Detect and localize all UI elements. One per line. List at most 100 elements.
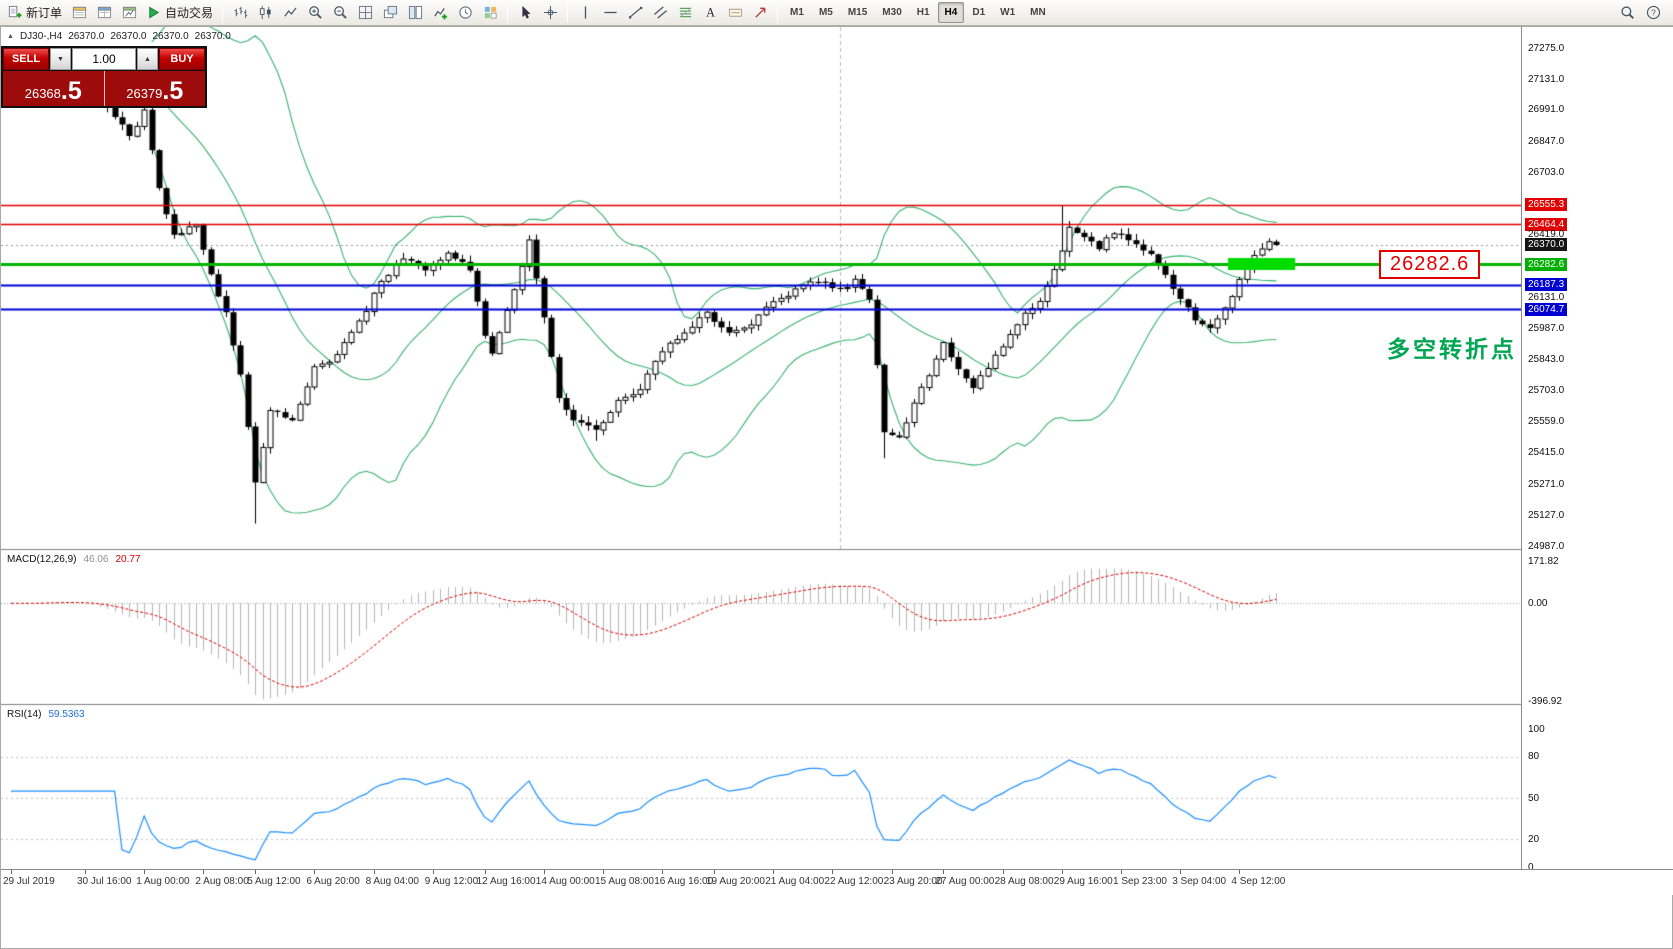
- timeframe-h1-button[interactable]: H1: [916, 7, 930, 18]
- horizontal-line-button[interactable]: [598, 2, 622, 24]
- time-axis-label: 12 Aug 16:00: [476, 876, 536, 887]
- chart-window: ▲ DJ30-,H4 26370.0 26370.0 26370.0 26370…: [0, 26, 1673, 949]
- help-button[interactable]: ?: [1641, 1, 1665, 23]
- sell-price: 26368 .5: [3, 71, 104, 106]
- new-order-label: 新订单: [26, 6, 63, 20]
- navigator-icon: [122, 5, 137, 20]
- periods-button[interactable]: [453, 2, 477, 24]
- volume-up-button[interactable]: ▲: [137, 48, 158, 70]
- price-axis-label: 25987.0: [1528, 322, 1565, 334]
- cascade-windows-button[interactable]: [378, 2, 402, 24]
- bar-chart-button[interactable]: [228, 2, 252, 24]
- buy-price: 26379 .5: [105, 71, 206, 106]
- line-icon: [283, 5, 298, 20]
- timeframe-w1-button[interactable]: W1: [1000, 7, 1016, 18]
- chart-canvas[interactable]: [1, 27, 1521, 869]
- time-axis-tick: [891, 870, 893, 874]
- autotrading-button[interactable]: 自动交易: [142, 2, 217, 24]
- autotrading-label: 自动交易: [165, 6, 214, 20]
- crosshair-button[interactable]: [538, 2, 562, 24]
- price-axis-label: 25843.0: [1528, 354, 1565, 366]
- macd-axis-label: -396.92: [1528, 695, 1562, 707]
- timeframe-d1-button[interactable]: D1: [972, 7, 986, 18]
- volume-input[interactable]: [72, 48, 136, 70]
- price-axis[interactable]: 27275.0 27131.0 26991.0 26847.0 26703.0 26555…: [1521, 27, 1673, 895]
- time-axis-label: 8 Aug 04:00: [365, 876, 419, 887]
- market-watch-button[interactable]: [67, 2, 91, 24]
- timeframe-m15-button[interactable]: M15: [847, 7, 868, 18]
- vertical-line-button[interactable]: [573, 2, 597, 24]
- price-axis-label: 26131.0: [1528, 291, 1565, 303]
- toolbar: 新订单 自动交易 A M1 M5 M15 M30 H1 H4 D1 W1 MN?: [0, 0, 1673, 26]
- quote-bar: ▲ DJ30-,H4 26370.0 26370.0 26370.0 26370…: [7, 31, 231, 43]
- cursor-button[interactable]: [513, 2, 537, 24]
- time-axis-label: 21 Aug 04:00: [765, 876, 825, 887]
- arrow-draw-icon: [753, 5, 768, 20]
- buy-button[interactable]: BUY: [159, 48, 205, 70]
- timeframe-h4-button[interactable]: H4: [937, 2, 965, 23]
- time-axis-label: 29 Jul 2019: [3, 876, 55, 887]
- cascade-icon: [383, 5, 398, 20]
- arrange-vertically-button[interactable]: [403, 2, 427, 24]
- templates-button[interactable]: [478, 2, 502, 24]
- tile-windows-button[interactable]: [353, 2, 377, 24]
- sell-price-main: 26368: [24, 86, 61, 101]
- indicators-button[interactable]: [428, 2, 452, 24]
- price-axis-label: 25703.0: [1528, 384, 1565, 396]
- candlestick-chart-button[interactable]: [253, 2, 277, 24]
- fibonacci-button[interactable]: [673, 2, 697, 24]
- search-button[interactable]: [1615, 1, 1639, 23]
- rsi-axis-label: 100: [1528, 723, 1545, 735]
- time-axis-label: 2 Aug 08:00: [195, 876, 249, 887]
- sell-button[interactable]: SELL: [3, 48, 49, 70]
- new-order-button[interactable]: 新订单: [3, 2, 66, 24]
- time-axis-label: 6 Aug 20:00: [306, 876, 360, 887]
- crosshair-icon: [543, 5, 558, 20]
- trendline-button[interactable]: [623, 2, 647, 24]
- hline-icon: [603, 5, 618, 20]
- chevron-down-icon: ▼: [57, 55, 64, 63]
- text-button[interactable]: A: [698, 2, 722, 24]
- price-axis-label: 26187.3: [1525, 278, 1568, 292]
- time-axis-tick: [484, 870, 486, 874]
- time-axis-label: 19 Aug 20:00: [706, 876, 765, 887]
- time-axis-tick: [255, 870, 257, 874]
- time-axis-label: 4 Sep 12:00: [1231, 876, 1286, 887]
- equidistant-channel-button[interactable]: [648, 2, 672, 24]
- timeframe-mn-button[interactable]: MN: [1030, 7, 1046, 18]
- time-axis-tick: [603, 870, 604, 874]
- time-axis-label: 30 Jul 16:00: [77, 876, 132, 887]
- macd-indicator-label: MACD(12,26,9) 46.06 20.77: [7, 554, 141, 565]
- autotrade-icon: [146, 5, 161, 20]
- zoom-out-button[interactable]: [328, 2, 352, 24]
- macd-axis-label: 171.82: [1528, 555, 1559, 567]
- buy-price-main: 26379: [126, 86, 163, 101]
- time-axis-label: 16 Aug 16:00: [654, 876, 714, 887]
- time-axis-label: 23 Aug 20:00: [883, 876, 943, 887]
- navigator-button[interactable]: [117, 2, 141, 24]
- price-axis-label: 26464.4: [1525, 217, 1568, 231]
- ohlc-high: 26370.0: [110, 31, 147, 42]
- line-chart-button[interactable]: [278, 2, 302, 24]
- time-axis-tick: [1061, 870, 1063, 874]
- fibo-icon: [678, 5, 693, 20]
- time-axis-label: 27 Aug 00:00: [935, 876, 995, 887]
- price-axis-label: 26419.0: [1528, 228, 1565, 240]
- volume-down-button[interactable]: ▼: [50, 48, 71, 70]
- time-axis-tick: [432, 870, 434, 874]
- price-axis-label: 26991.0: [1528, 104, 1565, 116]
- grid-icon: [358, 5, 373, 20]
- time-axis[interactable]: 29 Jul 2019 30 Jul 16:00 1 Aug 00:00 2 Aug …: [1, 869, 1673, 895]
- time-axis-label: 9 Aug 12:00: [424, 876, 479, 887]
- arrows-button[interactable]: [748, 2, 772, 24]
- timeframe-m5-button[interactable]: M5: [818, 7, 833, 18]
- time-axis-tick: [11, 870, 12, 874]
- timeframe-m30-button[interactable]: M30: [882, 7, 902, 18]
- rsi-axis-label: 50: [1528, 792, 1540, 804]
- timeframe-m1-button[interactable]: M1: [790, 7, 804, 18]
- price-axis-label: 26555.3: [1525, 198, 1568, 212]
- zoom-in-button[interactable]: [303, 2, 327, 24]
- data-window-button[interactable]: [92, 2, 116, 24]
- vline-icon: [578, 5, 593, 20]
- text-label-button[interactable]: [723, 2, 747, 24]
